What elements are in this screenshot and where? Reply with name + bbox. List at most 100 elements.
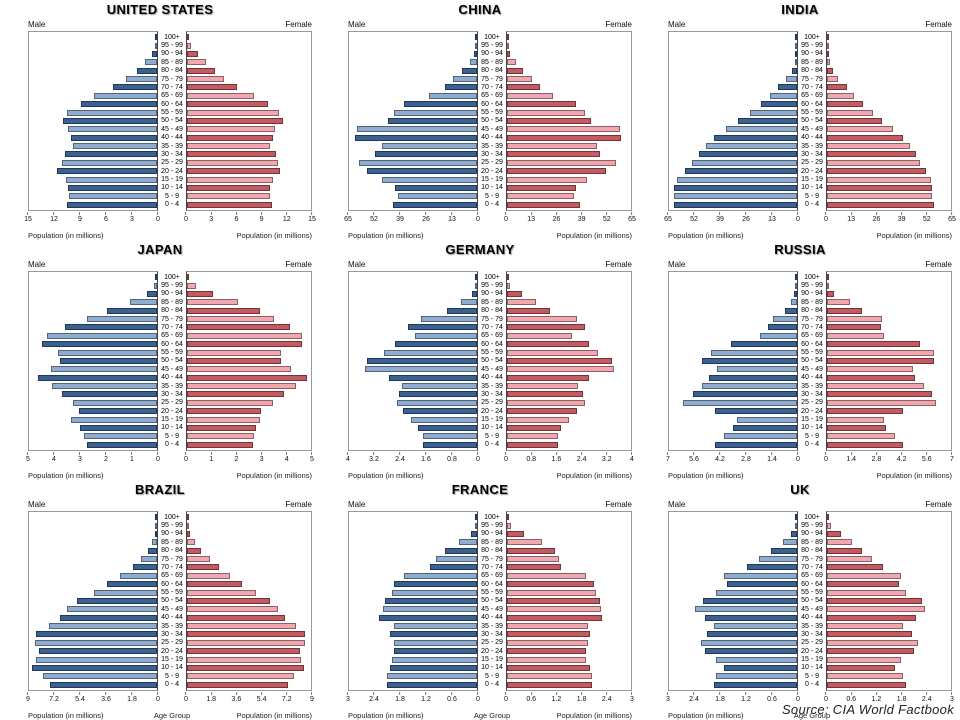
bar-row [507,201,631,209]
male-bar [726,581,797,588]
bar-row [349,647,477,655]
female-bar [827,349,935,356]
xlabel-population-right: Population (in millions) [876,231,952,240]
bar-row [827,681,951,689]
bar-row [827,530,951,538]
male-bar [398,391,477,398]
bar-row [669,33,797,41]
female-axis-area [506,31,632,211]
male-bar [84,433,157,440]
male-label: Male [28,260,46,269]
male-label: Male [668,260,686,269]
bar-row [827,41,951,49]
male-bar [459,539,477,546]
xlabel-population-left: Population (in millions) [348,471,424,480]
bar-row [669,530,797,538]
age-group-label: 60 - 64 [481,100,503,108]
age-group-label: 10 - 14 [161,184,183,192]
age-labels-column: 100+ 95 - 99 90 - 94 85 - 89 80 - 84 75 - 79 7… [798,271,826,451]
female-label: Female [925,260,952,269]
female-bar [827,408,904,415]
bar-row [29,92,157,100]
bar-row [669,630,797,638]
male-bar [365,366,477,373]
male-bar [391,589,477,596]
age-group-label: 5 - 9 [484,432,499,440]
axis-tick-label: 39 [396,212,404,223]
female-bar [187,530,191,537]
female-bar [507,514,509,521]
bar-row [827,614,951,622]
axis-tick-label: 2 [104,452,108,463]
male-bar [41,341,157,348]
age-group-label: 65 - 69 [801,572,823,580]
female-bar [827,282,829,289]
bar-row [669,538,797,546]
male-bar [59,357,157,364]
male-bar [767,324,797,331]
female-bar [827,366,913,373]
female-bar [187,673,295,680]
bar-row [507,374,631,382]
age-group-label: 40 - 44 [801,374,823,382]
bar-row [187,50,311,58]
age-group-label: 50 - 54 [801,597,823,605]
female-bar [187,126,276,133]
bar-row [29,142,157,150]
pyramid-japan: JAPAN Male Female 100+ 95 - 99 90 - 94 85 - 89… [0,240,320,480]
male-bar [356,126,477,133]
male-bar [354,134,477,141]
bar-row [507,415,631,423]
male-bar [430,564,477,571]
bar-row [187,441,311,449]
bar-row [507,555,631,563]
bar-row [669,382,797,390]
male-bar [393,623,477,630]
age-group-label: 55 - 59 [801,109,823,117]
bar-row [29,33,157,41]
bar-row [827,307,951,315]
female-bar [507,76,532,83]
female-bar [827,597,923,604]
male-axis-ticks: 7 5.6 4.2 2.8 1.4 0 [666,452,800,464]
age-group-label: 55 - 59 [481,349,503,357]
bar-row [507,432,631,440]
male-bar [58,349,157,356]
age-group-label: 45 - 49 [161,605,183,613]
male-bar [760,101,797,108]
female-bar [187,332,303,339]
bar-row [507,340,631,348]
male-bar [94,589,157,596]
male-bar [428,92,477,99]
axis-tick-label: 0 [796,212,800,223]
male-bar [366,357,477,364]
female-axis-area [826,31,952,211]
female-bar [827,76,839,83]
age-group-label: 50 - 54 [161,117,183,125]
female-bar [507,50,511,57]
female-label: Female [605,20,632,29]
male-bar [703,597,797,604]
bar-row [827,374,951,382]
bar-row [827,92,951,100]
bar-row [187,563,311,571]
female-bar [507,433,559,440]
axis-tick-label: 12 [50,212,58,223]
bar-row [349,298,477,306]
female-bar [507,282,511,289]
xlabel-population-left: Population (in millions) [28,711,104,720]
male-axis-ticks: 65 52 39 26 13 0 [344,212,480,224]
age-group-label: 5 - 9 [164,192,179,200]
age-group-label: 0 - 4 [164,681,179,689]
bar-row [827,150,951,158]
female-label: Female [285,20,312,29]
bar-row [507,580,631,588]
axis-tick-label: 0 [824,452,828,463]
bar-row [827,597,951,605]
age-group-label: 45 - 49 [801,365,823,373]
female-bar [507,539,543,546]
chart-title: GERMANY [445,242,515,257]
female-bar [827,126,893,133]
bar-row [29,407,157,415]
axis-tick-label: 39 [898,212,906,223]
